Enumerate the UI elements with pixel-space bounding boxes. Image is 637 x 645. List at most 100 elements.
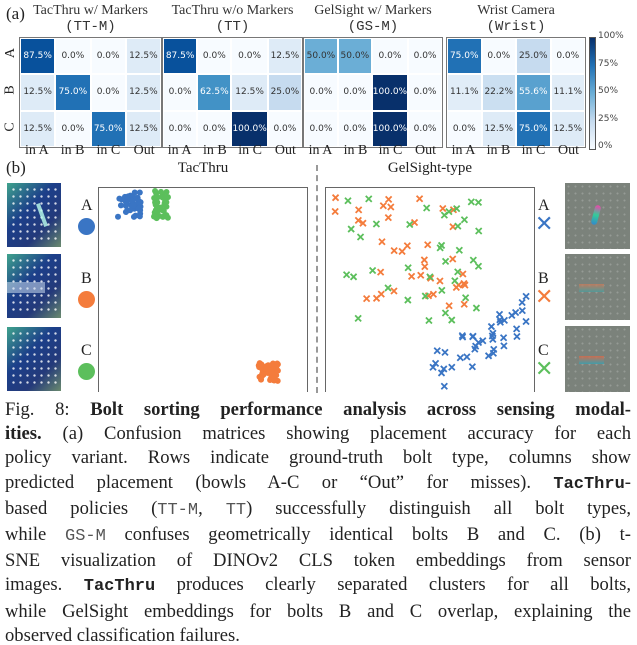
caption-segment: SNE visualization of DINOv2 CLS token em… [5,550,631,572]
scatter-point [467,198,475,206]
matrix-abbr: (Wrist) [486,19,546,35]
scatter-point [344,197,352,205]
scatter-point [356,233,365,241]
matrix-cell: 0.0% [55,110,91,147]
scatter-point [258,361,265,368]
scatter-point [398,247,406,256]
caption-segment: predicted placement (bowls A-C or “Out” … [5,471,554,493]
scatter-point [130,202,137,209]
scatter-point [130,213,137,220]
matrix-title: TacThru w/ Markers (TT-M) [9,2,172,36]
matrix-cell: 22.2% [481,74,516,111]
scatter-point [163,199,170,206]
tacthru-tsne-plot [98,187,308,392]
column-label: Out [415,143,436,158]
scatter-point [463,353,471,361]
scatter-point [152,188,159,195]
matrix-cell: 0.0% [90,74,126,111]
scatter-point [404,264,412,272]
scatter-point [425,316,433,325]
scatter-point [136,189,143,196]
colorbar-tick: 100% [598,31,624,41]
matrix-cell: 11.1% [447,74,482,111]
scatter-point [384,284,392,292]
matrix-cell: 12.5% [20,74,56,111]
scatter-point [448,316,456,324]
column-label: Out [558,143,579,158]
gelsight-tsne-plot [325,187,535,392]
caption-segment: confuses geometrically identical bolts B… [105,524,631,546]
class-label: C [538,342,549,359]
caption-segment: TacThru [83,577,156,597]
gelsight-image-a [565,183,630,249]
scatter-point [460,279,468,288]
scatter-point [342,271,351,279]
scatter-point [475,227,483,235]
matrix-cell: 0.0% [408,74,442,111]
matrix-abbr: (TT-M) [65,19,116,35]
matrix-cell: 50.0% [337,38,372,75]
colorbar-tick: 75% [598,58,619,69]
scatter-point [460,300,468,308]
scatter-point [384,213,392,222]
matrix-cell: 0.0% [197,110,232,147]
row-label: B [2,85,18,95]
matrix-cell: 12.5% [231,74,268,111]
matrix-title: TacThru w/o Markers (TT) [152,2,313,36]
scatter-point [152,213,159,220]
scatter-point [438,286,446,295]
scatter-point [127,207,134,214]
scatter-point [390,246,398,255]
scatter-point [469,332,477,340]
matrix-cell: 12.5% [20,110,56,147]
tacthru-image-b [7,254,61,318]
scatter-point [423,204,431,212]
scatter-point [518,306,526,315]
gelsight-plot-title: GelSight-type [387,160,473,176]
matrix-cell: 0.0% [90,38,126,75]
caption-segment: TT [225,500,247,520]
matrix-cell: 75.0% [90,110,126,147]
scatter-point [431,359,440,368]
caption-segment: observed classification failures. [5,624,240,645]
matrix-cell: 0.0% [163,74,198,111]
scatter-point [440,382,448,390]
matrix-cell: 12.5% [125,110,161,147]
x-marker-icon: ✕ [535,285,554,310]
matrix-cell: 50.0% [304,38,338,75]
scatter-point [499,334,508,342]
matrix-cell: 75.0% [55,74,91,111]
matrix-cell: 100.0% [371,110,409,147]
circle-marker-icon [78,291,95,308]
caption-line: ities. (a) Confusion matrices showing pl… [5,422,631,446]
scatter-point [433,347,441,355]
scatter-point [441,257,450,266]
scatter-point [495,310,504,319]
scatter-point [451,277,459,285]
divider [316,165,318,393]
scatter-point [437,369,446,377]
matrix-cell: 62.5% [197,74,232,111]
scatter-point [331,207,339,216]
x-marker-icon: ✕ [535,357,554,382]
matrix-title: GelSight w/ Markers (GS-M) [293,2,453,36]
matrix-cell: 0.0% [163,110,198,147]
matrix-title: Wrist Camera (Wrist) [436,2,596,36]
scatter-point [436,277,444,285]
caption-line: policy variant. Rows indicate ground-tru… [5,446,631,470]
matrix-abbr: (TT) [215,19,250,35]
scatter-point [163,203,170,210]
scatter-point [331,194,340,202]
matrix-cell: 0.0% [304,110,338,147]
scatter-point [415,195,424,203]
matrix-cell: 0.0% [447,110,482,147]
scatter-point [354,216,362,224]
scatter-point [445,302,453,310]
scatter-point [454,268,462,276]
scatter-point [474,262,483,270]
scatter-point [163,189,170,196]
caption-line: observed classification failures. [5,624,631,645]
matrix-title-text: TacThru w/o Markers [171,3,294,18]
matrix-cell: 25.0% [267,74,302,111]
gelsight-image-c [565,326,630,392]
